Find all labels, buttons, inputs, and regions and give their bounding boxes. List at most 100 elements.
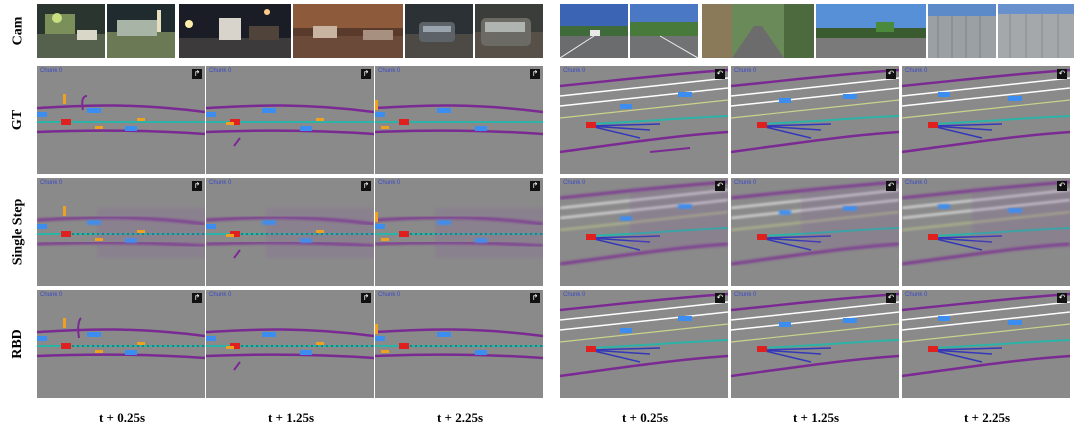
vehicle bbox=[87, 108, 101, 113]
vehicle bbox=[475, 126, 487, 131]
vehicle bbox=[620, 216, 632, 221]
vehicle bbox=[620, 104, 632, 109]
lane-centerline bbox=[931, 115, 1070, 125]
u-turn-icon: ↶ bbox=[1057, 69, 1067, 79]
u-turn-icon: ↶ bbox=[886, 293, 896, 303]
pedestrian bbox=[95, 238, 103, 241]
pedestrian bbox=[63, 318, 66, 328]
chunk-label: Chunk 0 bbox=[563, 292, 586, 298]
road-boundary bbox=[206, 104, 374, 114]
lane-divider bbox=[902, 87, 1070, 107]
bev-panel-rbd-highway-2: Chunk 0 ↶ bbox=[731, 290, 899, 398]
ego-vehicle bbox=[586, 346, 596, 352]
vehicle bbox=[206, 336, 216, 341]
pedestrian bbox=[137, 230, 145, 233]
chunk-label: Chunk 0 bbox=[378, 180, 401, 186]
row-label-single-step: Single Step bbox=[10, 198, 26, 266]
pedestrian bbox=[137, 118, 145, 121]
camera-image-night-1 bbox=[37, 4, 105, 58]
road-boundary bbox=[731, 130, 899, 154]
lane-divider bbox=[560, 87, 728, 107]
vehicle bbox=[300, 238, 312, 243]
vehicle bbox=[938, 316, 950, 321]
u-turn-icon: ↶ bbox=[715, 181, 725, 191]
turn-right-icon: ↱ bbox=[530, 69, 540, 79]
bev-panel-single-step-highway-2: Chunk 0 ↶ bbox=[731, 178, 899, 286]
chunk-label: Chunk 0 bbox=[905, 180, 928, 186]
vehicle bbox=[37, 336, 47, 341]
bev-panel-gt-night-intersection-2: Chunk 0 ↱ bbox=[206, 66, 374, 174]
road-boundary bbox=[902, 130, 1070, 154]
road-boundary bbox=[560, 130, 728, 154]
road-boundary bbox=[375, 328, 543, 338]
bev-panel-single-step-night-intersection-2: Chunk 0 ↱ bbox=[206, 178, 374, 286]
vehicle bbox=[375, 336, 385, 341]
pedestrian bbox=[95, 350, 103, 353]
row-label-gt: GT bbox=[9, 109, 25, 131]
chunk-label: Chunk 0 bbox=[905, 292, 928, 298]
road-boundary bbox=[902, 354, 1070, 378]
chunk-label: Chunk 0 bbox=[734, 292, 757, 298]
ego-vehicle bbox=[61, 343, 71, 349]
planned-route bbox=[931, 347, 1003, 363]
time-label: t + 1.25s bbox=[267, 410, 315, 425]
bev-panel-gt-night-intersection-1: Chunk 0 ↱ bbox=[37, 66, 205, 174]
road-boundary bbox=[206, 328, 374, 338]
time-label: t + 0.25s bbox=[98, 410, 146, 425]
row-label-rbd: RBD bbox=[10, 329, 25, 359]
ego-vehicle bbox=[928, 346, 938, 352]
bev-panel-single-step-night-intersection-3: Chunk 0 ↱ bbox=[375, 178, 543, 286]
planned-route bbox=[589, 123, 661, 139]
pedestrian bbox=[226, 122, 234, 125]
road-boundary bbox=[375, 129, 543, 136]
camera-image-night-6 bbox=[475, 4, 543, 58]
pedestrian bbox=[375, 212, 378, 222]
pedestrian bbox=[375, 100, 378, 110]
vehicle bbox=[620, 328, 632, 333]
lane-divider bbox=[731, 77, 899, 97]
road-boundary bbox=[560, 292, 728, 312]
road-boundary bbox=[560, 68, 728, 88]
pedestrian bbox=[137, 342, 145, 345]
turn-right-icon: ↱ bbox=[192, 181, 202, 191]
chunk-label: Chunk 0 bbox=[378, 292, 401, 298]
vehicle bbox=[300, 350, 312, 355]
camera-image-night-2 bbox=[107, 4, 175, 58]
road-boundary bbox=[37, 129, 205, 136]
planned-route bbox=[760, 347, 832, 363]
lane-centerline bbox=[902, 99, 1070, 119]
vehicle bbox=[938, 204, 950, 209]
camera-image-highway-2 bbox=[630, 4, 698, 58]
pedestrian bbox=[381, 126, 389, 129]
bev-panel-single-step-highway-1: Chunk 0 ↶ bbox=[560, 178, 728, 286]
ego-vehicle bbox=[928, 122, 938, 128]
pedestrian bbox=[381, 350, 389, 353]
chunk-label: Chunk 0 bbox=[209, 180, 232, 186]
bev-panel-gt-highway-2: Chunk 0 ↶ bbox=[731, 66, 899, 174]
turn-right-icon: ↱ bbox=[361, 293, 371, 303]
lane-divider bbox=[902, 301, 1070, 321]
chunk-label: Chunk 0 bbox=[563, 180, 586, 186]
ego-vehicle bbox=[399, 231, 409, 237]
chunk-label: Chunk 0 bbox=[40, 292, 63, 298]
vehicle bbox=[1008, 320, 1022, 325]
vehicle bbox=[206, 112, 216, 117]
vehicle bbox=[678, 204, 692, 209]
pedestrian bbox=[95, 126, 103, 129]
vehicle bbox=[678, 92, 692, 97]
vehicle bbox=[262, 108, 276, 113]
vehicle bbox=[206, 224, 216, 229]
time-label: t + 1.25s bbox=[792, 410, 840, 425]
chunk-label: Chunk 0 bbox=[563, 68, 586, 74]
camera-image-highway-1 bbox=[560, 4, 628, 58]
vehicle bbox=[437, 108, 451, 113]
road-boundary bbox=[375, 353, 543, 360]
road-boundary bbox=[902, 68, 1070, 88]
lane-centerline bbox=[560, 323, 728, 343]
ego-vehicle bbox=[586, 234, 596, 240]
vehicle bbox=[678, 316, 692, 321]
camera-image-highway-4 bbox=[816, 4, 926, 58]
lane-centerline bbox=[760, 339, 899, 349]
u-turn-icon: ↶ bbox=[715, 69, 725, 79]
ego-vehicle bbox=[399, 343, 409, 349]
